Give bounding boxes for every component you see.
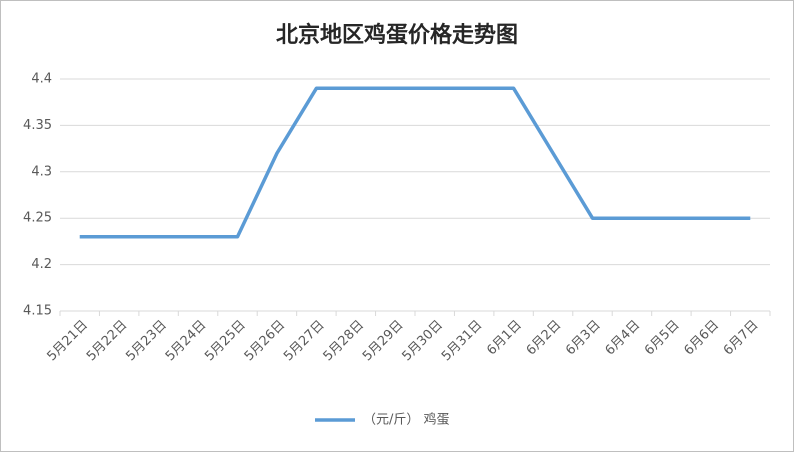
line-series — [79, 86, 751, 239]
y-tick-label: 4.4 — [31, 72, 52, 87]
chart-title: 北京地区鸡蛋价格走势图 — [276, 22, 518, 48]
y-tick-label: 4.35 — [23, 118, 52, 133]
y-tick-label: 4.3 — [31, 164, 52, 179]
y-tick-label: 4.2 — [31, 257, 52, 272]
y-tick-label: 4.25 — [23, 211, 52, 226]
y-tick-label: 4.15 — [23, 304, 52, 319]
legend-label: （元/斤） 鸡蛋 — [363, 412, 450, 428]
